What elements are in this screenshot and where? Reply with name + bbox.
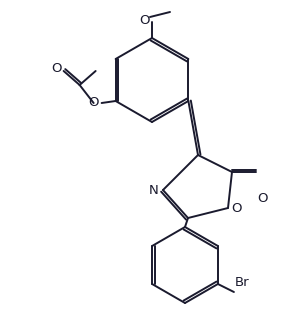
Text: O: O: [88, 97, 99, 110]
Text: O: O: [139, 15, 149, 28]
Text: O: O: [232, 202, 242, 214]
Text: Br: Br: [235, 276, 249, 289]
Text: O: O: [52, 62, 62, 75]
Text: O: O: [258, 191, 268, 204]
Text: N: N: [149, 184, 159, 197]
